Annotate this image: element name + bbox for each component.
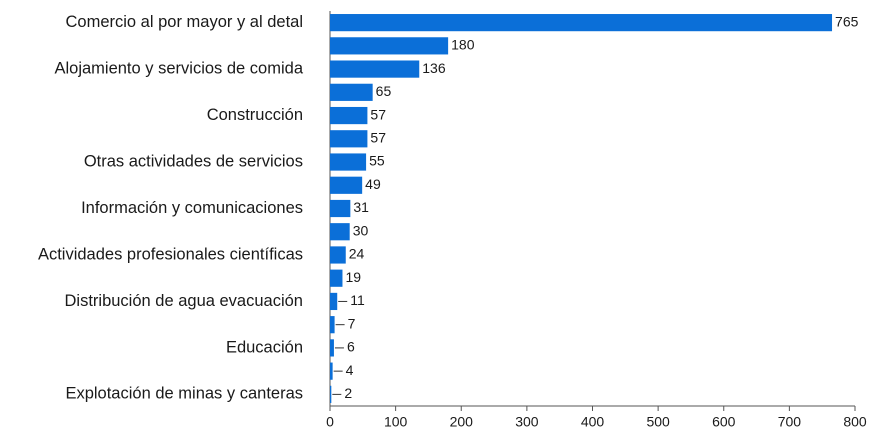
value-label: 2	[344, 385, 352, 401]
bar	[330, 385, 332, 403]
x-tick-label: 200	[450, 414, 474, 430]
value-label: 765	[835, 13, 859, 29]
y-tick-label: Educación	[226, 338, 303, 356]
value-label: 49	[365, 176, 381, 192]
value-label: 7	[348, 315, 356, 331]
x-tick-label: 800	[843, 414, 867, 430]
bar	[330, 83, 373, 101]
value-label: 57	[370, 106, 386, 122]
bar	[330, 153, 367, 171]
x-tick-label: 300	[515, 414, 539, 430]
y-tick-label: Construcción	[207, 106, 303, 124]
bar	[330, 292, 338, 311]
bar	[330, 246, 346, 264]
y-tick-label: Distribución de agua evacuación	[65, 292, 304, 310]
value-label: 4	[346, 362, 354, 378]
y-tick-label: Explotación de minas y canteras	[65, 385, 303, 403]
value-label: 19	[345, 269, 361, 285]
value-label: 65	[376, 83, 392, 99]
bar	[330, 60, 420, 78]
value-label: 24	[349, 246, 365, 262]
bar	[330, 339, 334, 357]
bar	[330, 269, 343, 287]
bar	[330, 130, 368, 148]
x-tick-label: 700	[778, 414, 802, 430]
y-tick-label: Actividades profesionales científicas	[38, 245, 303, 263]
bar	[330, 106, 368, 125]
y-tick-label: Comercio al por mayor y al detal	[65, 13, 303, 31]
bar	[330, 14, 833, 32]
bar	[330, 316, 335, 334]
y-tick-label: Información y comunicaciones	[81, 199, 303, 217]
bar	[330, 362, 333, 380]
value-label: 136	[422, 60, 446, 76]
y-tick-label: Otras actividades de servicios	[84, 152, 303, 170]
value-label: 31	[353, 199, 369, 215]
value-label: 180	[451, 37, 475, 53]
x-tick-label: 0	[326, 414, 334, 430]
value-label: 55	[369, 153, 385, 169]
bar	[330, 199, 351, 218]
bar	[330, 37, 449, 55]
value-label: 57	[370, 129, 386, 145]
x-tick-label: 500	[646, 414, 670, 430]
value-label: 11	[350, 292, 365, 308]
x-tick-label: 400	[581, 414, 605, 430]
x-tick-label: 600	[712, 414, 736, 430]
y-tick-label: Alojamiento y servicios de comida	[54, 59, 303, 77]
value-label: 30	[353, 222, 369, 238]
x-tick-label: 100	[384, 414, 408, 430]
bar	[330, 176, 363, 194]
bar	[330, 223, 350, 241]
value-label: 6	[347, 339, 355, 355]
